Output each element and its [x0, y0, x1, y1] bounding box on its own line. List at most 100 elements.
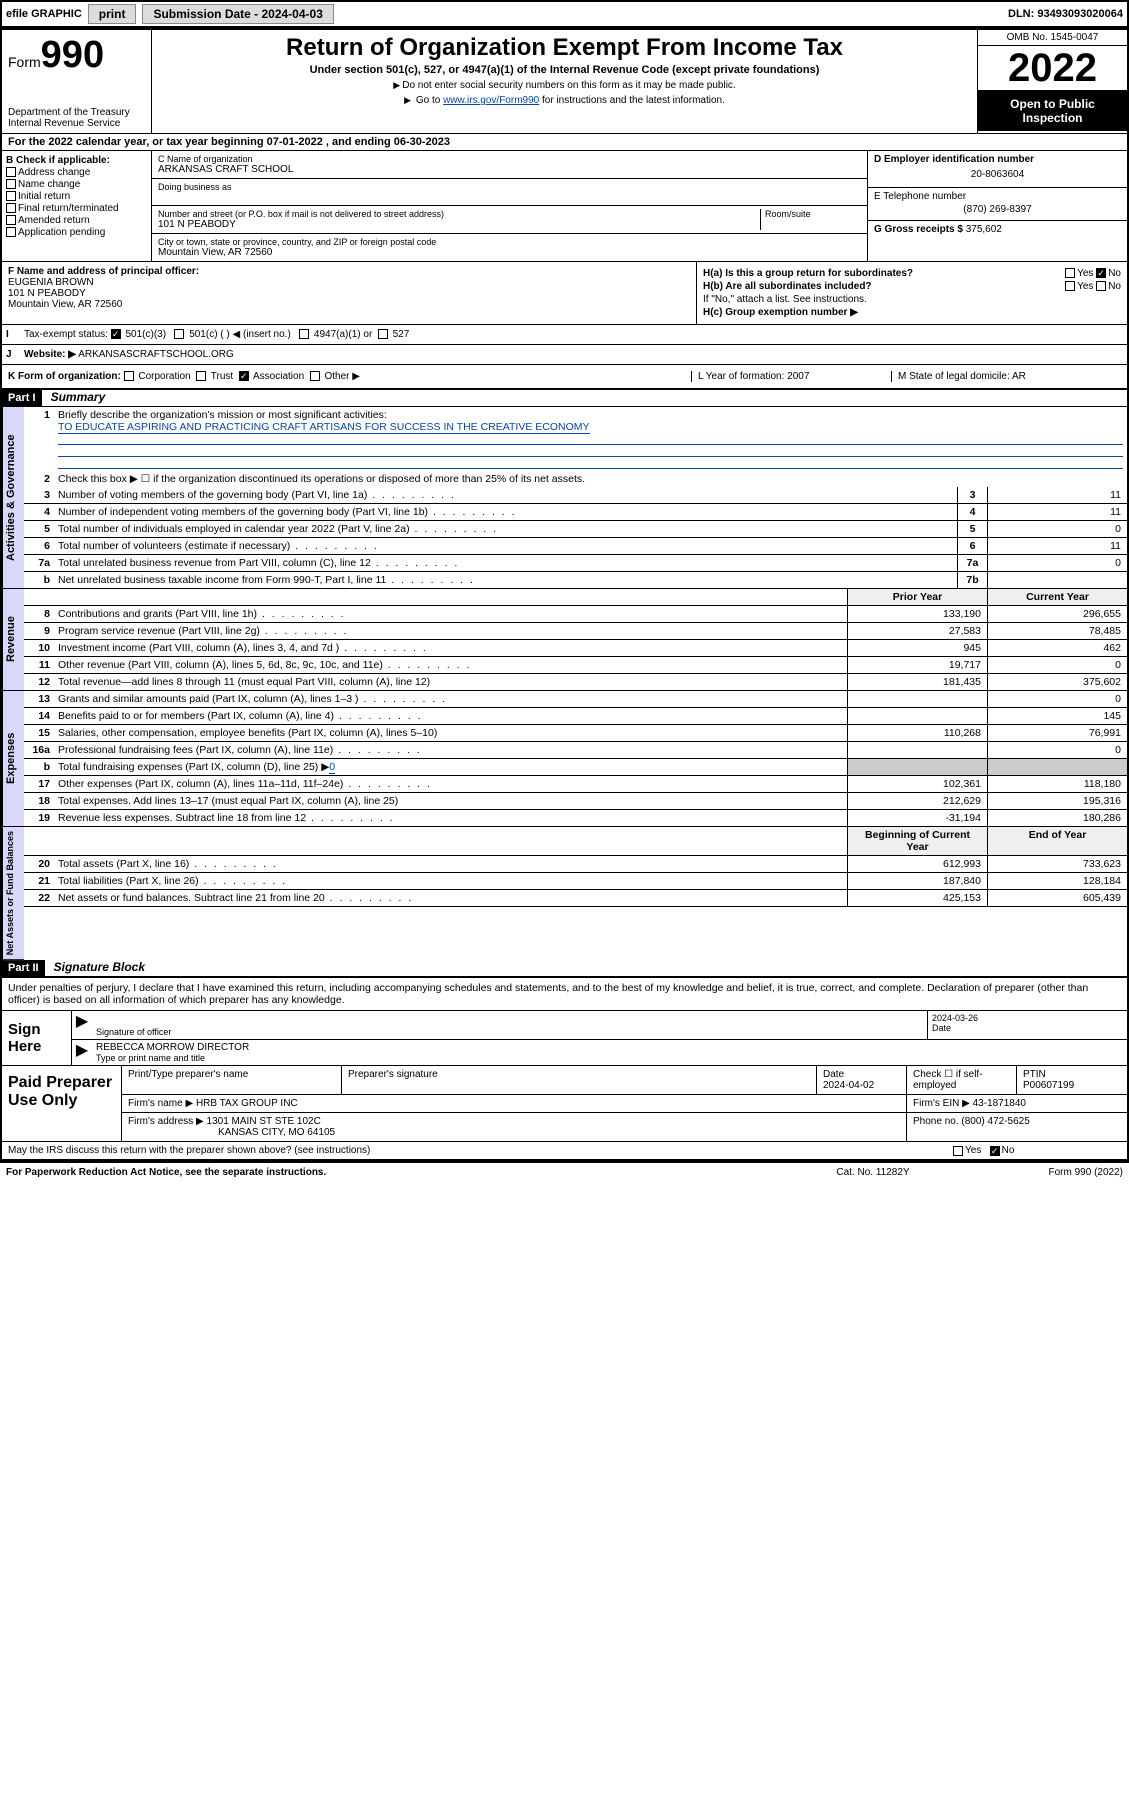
line4-text: Number of independent voting members of … — [54, 504, 957, 520]
check-501c[interactable] — [174, 329, 184, 339]
city-label: City or town, state or province, country… — [158, 237, 861, 247]
line7b-val — [987, 572, 1127, 588]
hdr-current: Current Year — [987, 589, 1127, 605]
mission-text: TO EDUCATE ASPIRING AND PRACTICING CRAFT… — [58, 421, 590, 434]
prep-sig-label: Preparer's signature — [342, 1066, 817, 1094]
part1-title: Summary — [45, 388, 112, 406]
check-trust[interactable] — [196, 371, 206, 381]
line7b-text: Net unrelated business taxable income fr… — [54, 572, 957, 588]
form-sub2: Do not enter social security numbers on … — [158, 80, 971, 91]
sig-officer-label: Signature of officer — [96, 1027, 171, 1037]
print-button[interactable]: print — [88, 4, 137, 24]
section-f-h: F Name and address of principal officer:… — [2, 262, 1127, 325]
form-title: Return of Organization Exempt From Incom… — [158, 34, 971, 62]
header-mid: Return of Organization Exempt From Incom… — [152, 30, 977, 133]
check-other[interactable] — [310, 371, 320, 381]
check-name-change[interactable] — [6, 179, 16, 189]
prep-self-employed: Check ☐ if self-employed — [907, 1066, 1017, 1094]
sidetab-activities: Activities & Governance — [2, 407, 24, 589]
officer-name: EUGENIA BROWN — [8, 277, 690, 288]
check-527[interactable] — [378, 329, 388, 339]
form-sub1: Under section 501(c), 527, or 4947(a)(1)… — [158, 64, 971, 76]
line4-val: 11 — [987, 504, 1127, 520]
prep-date-val: 2024-04-02 — [823, 1080, 874, 1091]
check-application-pending[interactable] — [6, 227, 16, 237]
discuss-yes-check[interactable] — [953, 1146, 963, 1156]
summary-net-assets: Net Assets or Fund Balances Beginning of… — [2, 827, 1127, 960]
dba-label: Doing business as — [158, 182, 861, 192]
preparer-label: Paid Preparer Use Only — [2, 1066, 122, 1141]
part2-header: Part II Signature Block — [2, 960, 1127, 977]
hb-label: H(b) Are all subordinates included? — [703, 281, 872, 292]
tax-year: 2022 — [978, 46, 1127, 91]
summary-activities: Activities & Governance 1 Briefly descri… — [2, 407, 1127, 589]
addr-label: Number and street (or P.O. box if mail i… — [158, 209, 760, 219]
submission-date: Submission Date - 2024-04-03 — [142, 4, 333, 24]
ha-no-check[interactable] — [1096, 268, 1106, 278]
header-right: OMB No. 1545-0047 2022 Open to Public In… — [977, 30, 1127, 133]
check-final-return[interactable] — [6, 203, 16, 213]
check-4947[interactable] — [299, 329, 309, 339]
footer-left: For Paperwork Reduction Act Notice, see … — [6, 1167, 773, 1178]
line-a-taxyear: For the 2022 calendar year, or tax year … — [2, 134, 1127, 151]
box-l: L Year of formation: 2007 — [691, 371, 891, 382]
irs-link[interactable]: www.irs.gov/Form990 — [443, 95, 539, 106]
declaration-text: Under penalties of perjury, I declare th… — [2, 978, 1127, 1010]
box-k-label: K Form of organization: — [8, 371, 121, 382]
arrow-icon: ▶ — [72, 1040, 92, 1065]
sign-here-label: Sign Here — [2, 1011, 72, 1065]
gross-receipts: 375,602 — [966, 224, 1002, 235]
check-initial-return[interactable] — [6, 191, 16, 201]
box-b-title: B Check if applicable: — [6, 155, 147, 166]
sidetab-revenue: Revenue — [2, 589, 24, 691]
part2-title: Signature Block — [48, 958, 151, 976]
page-footer: For Paperwork Reduction Act Notice, see … — [0, 1162, 1129, 1182]
dept-label: Department of the Treasury — [8, 107, 145, 118]
box-m: M State of legal domicile: AR — [891, 371, 1121, 382]
arrow-icon: ▶ — [72, 1011, 92, 1039]
line5-val: 0 — [987, 521, 1127, 537]
footer-form: Form 990 (2022) — [973, 1167, 1123, 1178]
box-g-label: G Gross receipts $ — [874, 224, 963, 235]
line6-val: 11 — [987, 538, 1127, 554]
check-association[interactable] — [239, 371, 249, 381]
name-sub-label: Type or print name and title — [96, 1053, 205, 1063]
discuss-no-check[interactable] — [990, 1146, 1000, 1156]
street-address: 101 N PEABODY — [158, 219, 760, 230]
sig-date-label: Date — [932, 1023, 951, 1033]
website-value: ARKANSASCRAFTSCHOOL.ORG — [78, 349, 234, 360]
part1-bar: Part I — [2, 390, 42, 406]
discuss-question: May the IRS discuss this return with the… — [2, 1142, 947, 1159]
officer-addr2: Mountain View, AR 72560 — [8, 299, 690, 310]
check-corporation[interactable] — [124, 371, 134, 381]
line3-val: 11 — [987, 487, 1127, 503]
box-i-label: Tax-exempt status: — [24, 329, 108, 340]
omb-number: OMB No. 1545-0047 — [978, 30, 1127, 46]
row-j: J Website: ▶ ARKANSASCRAFTSCHOOL.ORG — [2, 345, 1127, 365]
ha-yes-check[interactable] — [1065, 268, 1075, 278]
ha-label: H(a) Is this a group return for subordin… — [703, 268, 913, 279]
ptin-val: P00607199 — [1023, 1080, 1074, 1091]
check-address-change[interactable] — [6, 167, 16, 177]
line7a-val: 0 — [987, 555, 1127, 571]
row-i: I Tax-exempt status: 501(c)(3) 501(c) ( … — [2, 325, 1127, 345]
line5-text: Total number of individuals employed in … — [54, 521, 957, 537]
box-d-label: D Employer identification number — [874, 154, 1121, 165]
check-amended-return[interactable] — [6, 215, 16, 225]
box-b: B Check if applicable: Address change Na… — [2, 151, 152, 261]
line2-text: Check this box ▶ ☐ if the organization d… — [54, 471, 1127, 487]
header-left: Form990 Department of the Treasury Inter… — [2, 30, 152, 133]
box-f: F Name and address of principal officer:… — [2, 262, 697, 324]
line7a-text: Total unrelated business revenue from Pa… — [54, 555, 957, 571]
hdr-end: End of Year — [987, 827, 1127, 855]
firm-addr1: 1301 MAIN ST STE 102C — [207, 1116, 321, 1127]
check-501c3[interactable] — [111, 329, 121, 339]
hc-label: H(c) Group exemption number ▶ — [703, 307, 1121, 318]
hb-yes-check[interactable] — [1065, 281, 1075, 291]
ein-value: 20-8063604 — [874, 165, 1121, 184]
hb-no-check[interactable] — [1096, 281, 1106, 291]
dln-label: DLN: 93493093020064 — [1008, 8, 1123, 20]
section-b-c-d: B Check if applicable: Address change Na… — [2, 151, 1127, 262]
hdr-prior: Prior Year — [847, 589, 987, 605]
firm-name: HRB TAX GROUP INC — [196, 1098, 298, 1109]
